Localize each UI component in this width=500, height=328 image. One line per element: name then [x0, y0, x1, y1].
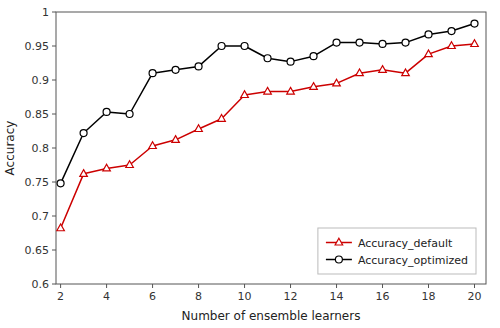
x-tick — [152, 284, 153, 288]
plot-area — [57, 20, 478, 231]
legend-marker — [335, 256, 342, 263]
point — [402, 39, 409, 46]
point — [310, 53, 317, 60]
point — [80, 130, 87, 137]
legend-label: Accuracy_default — [358, 237, 453, 250]
x-tick — [474, 284, 475, 288]
legend-marker — [335, 238, 343, 245]
point — [264, 55, 271, 62]
x-tick — [382, 284, 383, 288]
x-tick-label: 16 — [376, 290, 390, 303]
point — [425, 50, 433, 57]
y-tick-label: 0.7 — [32, 210, 50, 223]
y-tick — [52, 250, 56, 251]
x-tick — [336, 284, 337, 288]
point — [241, 43, 248, 50]
x-tick-label: 12 — [284, 290, 298, 303]
x-tick — [60, 284, 61, 288]
point — [310, 83, 318, 90]
y-tick-label: 0.95 — [25, 40, 50, 53]
point — [333, 39, 340, 46]
point — [195, 125, 203, 132]
y-tick — [52, 114, 56, 115]
x-tick-label: 2 — [57, 290, 64, 303]
y-tick-label: 0.85 — [25, 108, 50, 121]
point — [425, 31, 432, 38]
x-tick-label: 14 — [330, 290, 344, 303]
x-axis-label: Number of ensemble learners — [182, 309, 361, 323]
y-tick — [52, 182, 56, 183]
legend: Accuracy_default Accuracy_optimized — [318, 228, 476, 274]
point — [471, 20, 478, 27]
point — [149, 142, 157, 149]
point — [195, 63, 202, 70]
point — [218, 115, 226, 122]
point — [57, 224, 65, 231]
x-tick-label: 18 — [422, 290, 436, 303]
y-tick-label: 0.8 — [32, 142, 50, 155]
legend-box — [318, 228, 476, 274]
y-tick — [52, 284, 56, 285]
plot-frame — [56, 12, 486, 284]
point — [379, 40, 386, 47]
point — [471, 40, 479, 47]
point — [356, 39, 363, 46]
point — [241, 91, 249, 98]
y-tick — [52, 46, 56, 47]
point — [172, 136, 180, 143]
legend-label: Accuracy_optimized — [358, 254, 468, 267]
y-tick — [52, 12, 56, 13]
y-tick-label: 0.6 — [32, 278, 50, 291]
x-tick-label: 8 — [195, 290, 202, 303]
point — [287, 58, 294, 65]
x-tick-label: 20 — [468, 290, 482, 303]
point — [172, 66, 179, 73]
point — [287, 87, 295, 94]
series-line — [61, 24, 475, 184]
point — [103, 164, 111, 171]
point — [218, 43, 225, 50]
point — [80, 170, 88, 177]
x-tick — [244, 284, 245, 288]
y-tick — [52, 148, 56, 149]
x-tick — [106, 284, 107, 288]
point — [356, 69, 364, 76]
point — [103, 108, 110, 115]
point — [149, 70, 156, 77]
y-tick-label: 0.9 — [32, 74, 50, 87]
point — [126, 111, 133, 118]
x-tick-label: 4 — [103, 290, 110, 303]
point — [264, 87, 272, 94]
x-tick — [198, 284, 199, 288]
y-axis-label: Accuracy — [3, 121, 17, 176]
y-tick — [52, 80, 56, 81]
x-tick — [290, 284, 291, 288]
point — [126, 161, 134, 168]
chart: 2 4 6 8 10 12 14 16 18 20 0.6 0.65 0.7 0.75 0.8 0.85 0.9… — [0, 0, 500, 328]
x-tick-label: 10 — [238, 290, 252, 303]
y-tick — [52, 216, 56, 217]
point — [402, 69, 410, 76]
x-tick-label: 6 — [149, 290, 156, 303]
y-tick-label: 0.65 — [25, 244, 50, 257]
point — [333, 79, 341, 86]
point — [448, 28, 455, 35]
x-tick — [428, 284, 429, 288]
point — [57, 180, 64, 187]
point — [448, 42, 456, 49]
y-tick-label: 0.75 — [25, 176, 50, 189]
series-line — [61, 44, 475, 228]
point — [379, 66, 387, 73]
y-tick-label: 1 — [42, 6, 49, 19]
